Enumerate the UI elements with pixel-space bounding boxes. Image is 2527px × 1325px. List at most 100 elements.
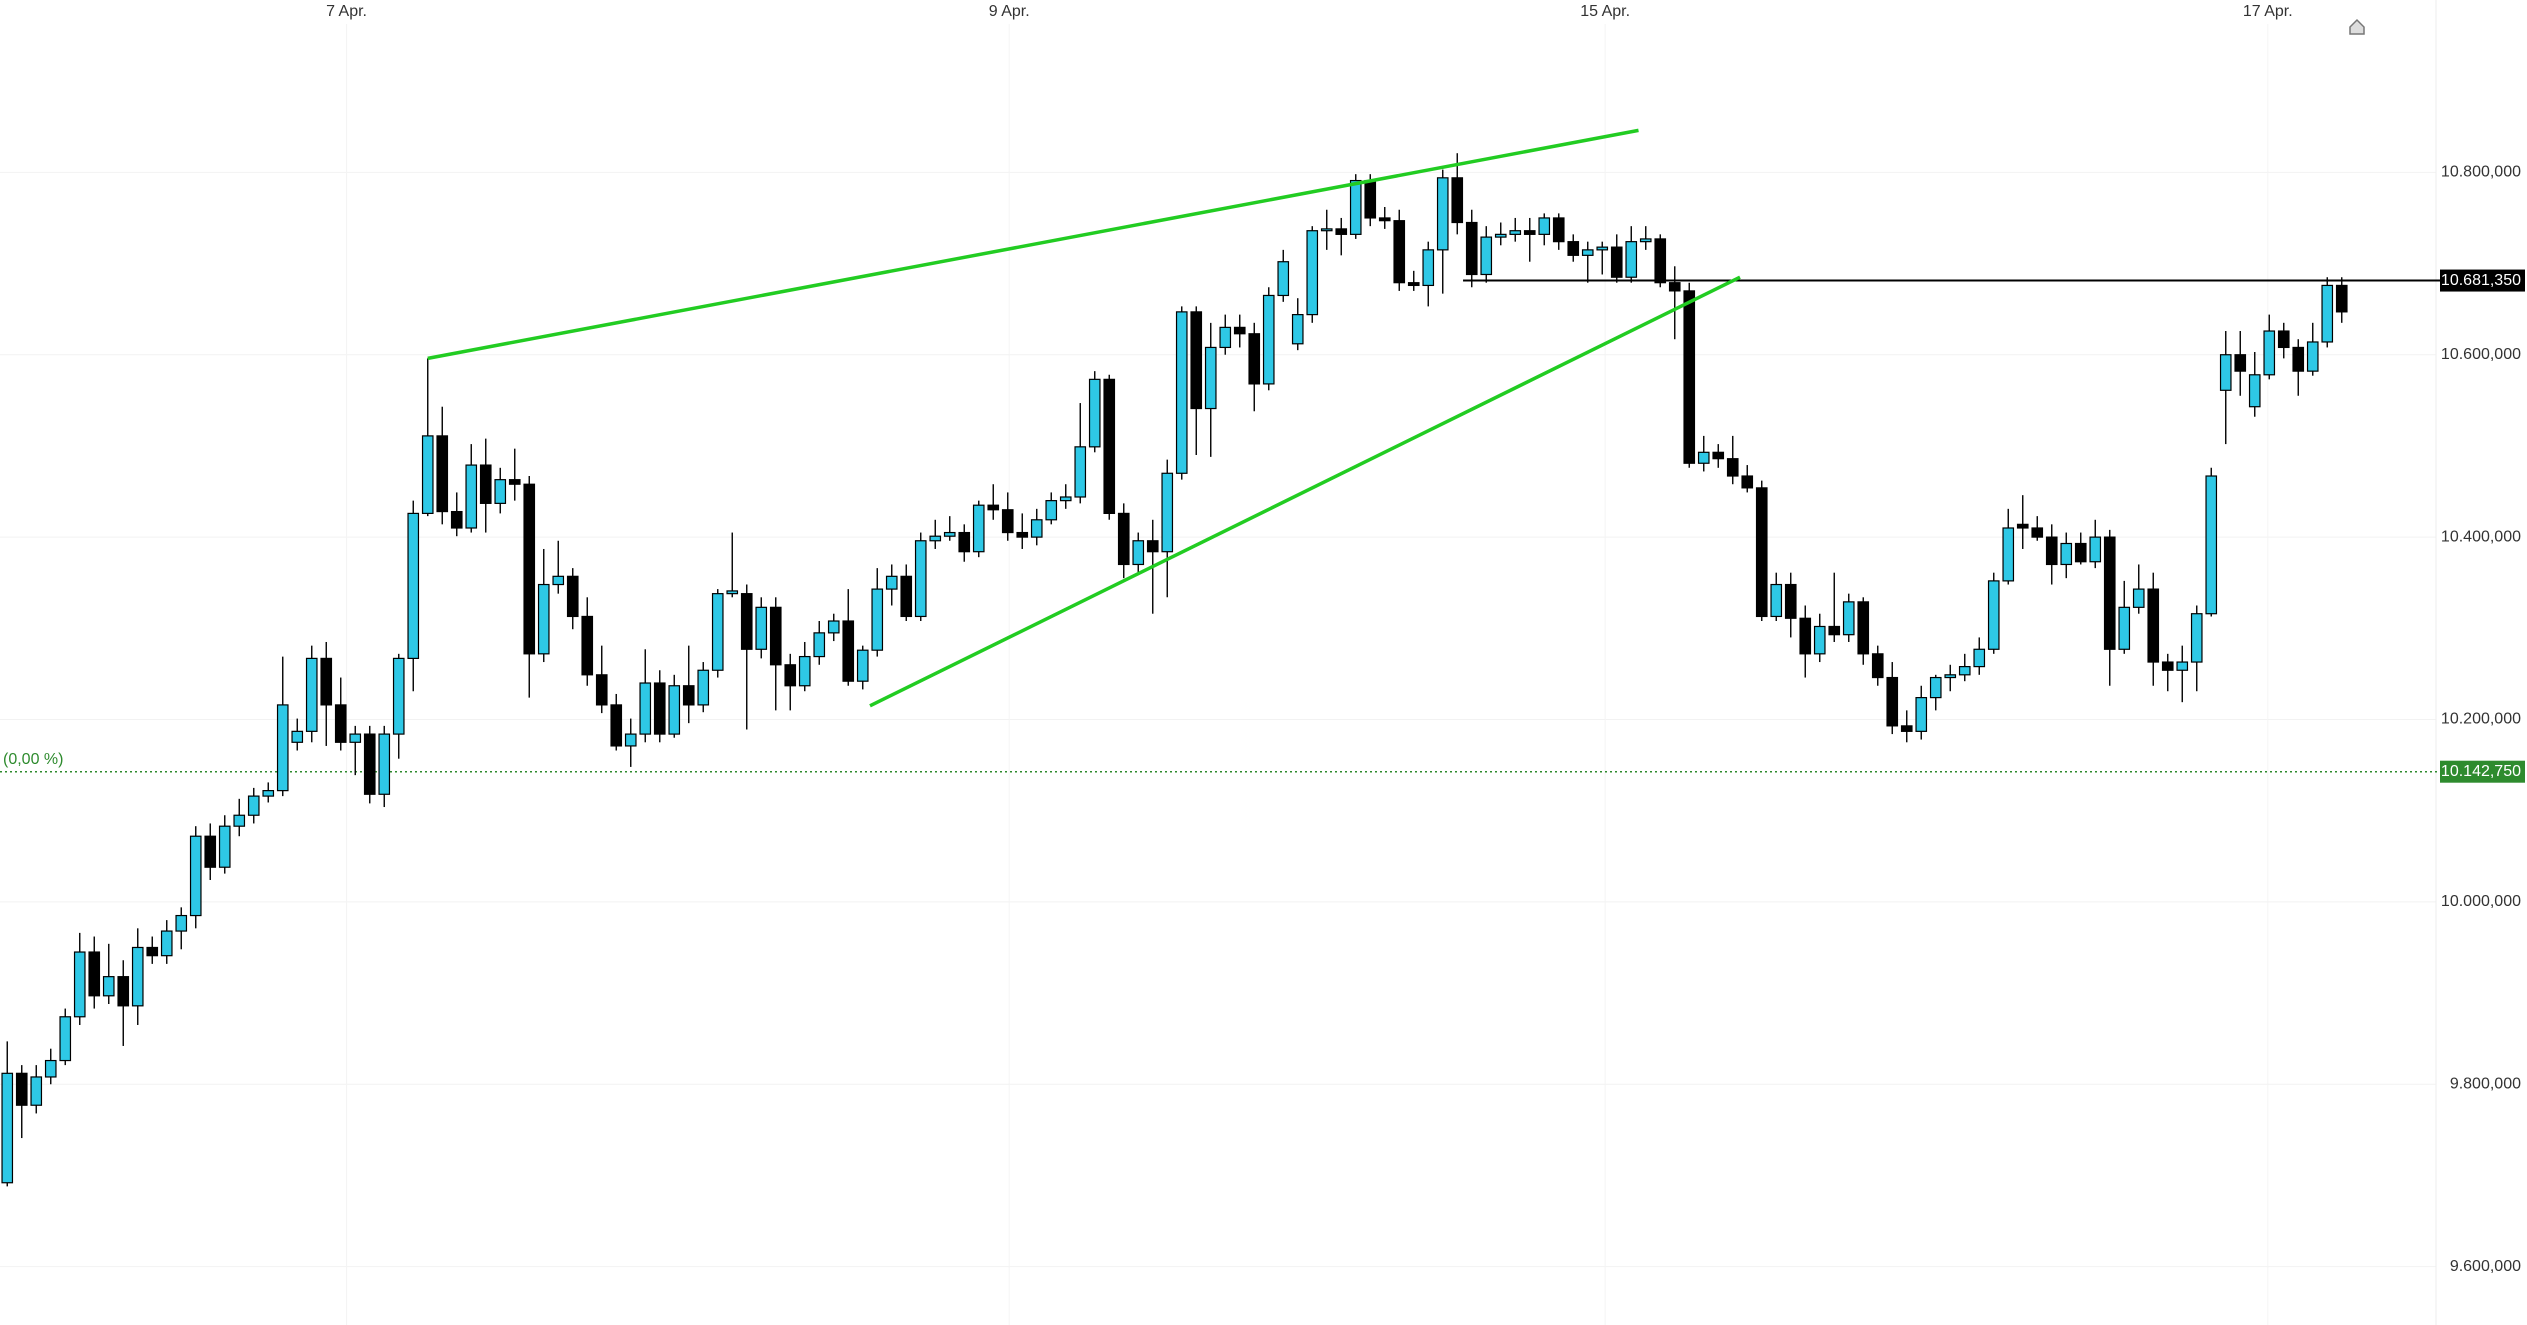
- candle-body: [1596, 246, 1609, 251]
- candle-body: [1828, 625, 1841, 636]
- candle-body: [465, 464, 478, 529]
- candle-body: [1146, 540, 1159, 553]
- y-tick-label: 9.600,000: [2450, 1258, 2521, 1275]
- candle-body: [320, 657, 333, 706]
- candle-body: [914, 540, 927, 618]
- candle-body: [1088, 378, 1101, 448]
- candle-body: [160, 930, 173, 957]
- candle-body: [740, 593, 753, 650]
- candle-body: [204, 835, 217, 868]
- candle-body: [421, 435, 434, 515]
- price-box: [2440, 269, 2525, 292]
- candle-body: [1552, 217, 1565, 243]
- candle-body: [1973, 648, 1986, 668]
- candle-body: [581, 615, 594, 676]
- candle-body: [929, 535, 942, 542]
- candle-body: [1886, 676, 1899, 727]
- candle-body: [2176, 661, 2189, 671]
- candle-body: [610, 704, 623, 747]
- candle-body: [2306, 341, 2319, 372]
- candle-body: [682, 685, 695, 706]
- candle-body: [436, 435, 449, 513]
- candle-body: [305, 657, 318, 732]
- candle-body: [59, 1016, 72, 1062]
- candle-body: [1262, 294, 1275, 385]
- candle-body: [1813, 625, 1826, 655]
- x-tick-label: 17 Apr.: [2243, 3, 2293, 20]
- candle-body: [2263, 330, 2276, 376]
- candle-body: [1625, 241, 1638, 278]
- candle-body: [494, 479, 507, 504]
- candle-body: [1045, 500, 1058, 521]
- candle-body: [1581, 249, 1594, 256]
- candle-body: [1451, 177, 1464, 224]
- candle-body: [1770, 583, 1783, 618]
- trendline: [869, 275, 1741, 708]
- candle-body: [117, 976, 130, 1007]
- candle-body: [987, 504, 1000, 511]
- candle-body: [1683, 290, 1696, 464]
- candle-body: [624, 733, 637, 747]
- candle-body: [1610, 246, 1623, 278]
- candle-body: [2118, 606, 2131, 650]
- candle-body: [871, 588, 884, 651]
- candle-body: [349, 733, 362, 743]
- candle-body: [363, 733, 376, 795]
- candle-body: [1001, 509, 1014, 534]
- candle-body: [755, 606, 768, 650]
- candle-body: [1929, 676, 1942, 699]
- candle-body: [44, 1059, 57, 1078]
- candle-body: [2277, 330, 2290, 349]
- candle-body: [2205, 475, 2218, 615]
- candle-body: [262, 790, 275, 797]
- candle-body: [1799, 617, 1812, 655]
- candle-body: [334, 704, 347, 743]
- candle-body: [1132, 540, 1145, 566]
- candle-body: [2147, 588, 2160, 663]
- price-box: [2440, 760, 2525, 783]
- candle-body: [1306, 230, 1319, 316]
- candle-body: [1944, 674, 1957, 679]
- candle-body: [2219, 354, 2232, 391]
- candle-body: [30, 1076, 43, 1106]
- candle-body: [1915, 697, 1928, 732]
- candle-body: [2045, 536, 2058, 566]
- candle-body: [1161, 472, 1174, 553]
- y-tick-label: 10.400,000: [2441, 528, 2521, 545]
- home-icon[interactable]: [2349, 18, 2365, 35]
- candle-body: [1712, 451, 1725, 460]
- candle-body: [2103, 536, 2116, 650]
- candle-body: [1668, 282, 1681, 292]
- candle-body: [508, 479, 521, 485]
- candle-body: [247, 795, 260, 816]
- candle-body: [2132, 588, 2145, 608]
- candle-body: [1538, 217, 1551, 235]
- candle-body: [2321, 284, 2334, 343]
- candle-body: [537, 583, 550, 655]
- candle-body: [1204, 346, 1217, 410]
- candle-body: [958, 531, 971, 553]
- candle-body: [1639, 238, 1652, 243]
- candle-body: [1436, 177, 1449, 251]
- candle-body: [131, 946, 144, 1007]
- candle-body: [1784, 583, 1797, 619]
- candle-body: [972, 504, 985, 553]
- candle-body: [1335, 228, 1348, 235]
- candle-body: [1422, 249, 1435, 287]
- candle-body: [798, 655, 811, 687]
- candle-body: [1175, 311, 1188, 474]
- candle-body: [769, 606, 782, 666]
- candle-body: [2016, 523, 2029, 529]
- candle-body: [1871, 653, 1884, 679]
- candle-body: [1074, 446, 1087, 498]
- candle-body: [813, 632, 826, 658]
- candle-body: [2335, 284, 2348, 313]
- candle-body: [1, 1072, 14, 1184]
- candle-body: [1509, 230, 1522, 235]
- candle-body: [2190, 613, 2203, 663]
- candle-body: [407, 512, 420, 659]
- level-note: (0,00 %): [3, 751, 63, 768]
- candle-body: [1654, 238, 1667, 284]
- candle-body: [1741, 475, 1754, 489]
